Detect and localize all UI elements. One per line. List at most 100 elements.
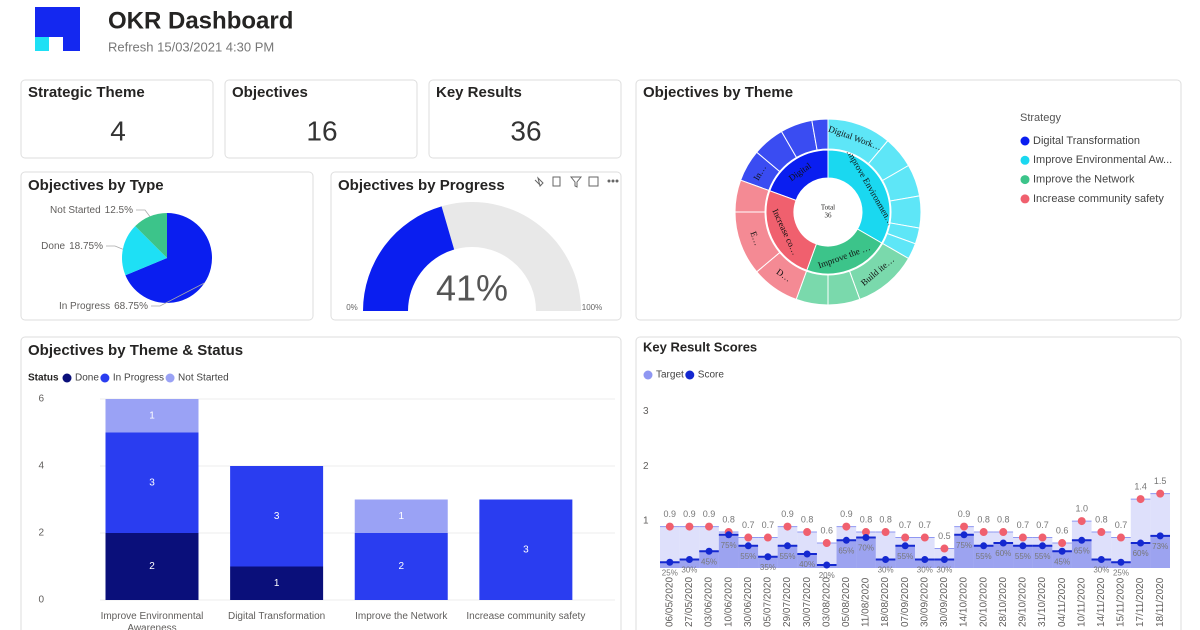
x-tick-label: 30/07/2020 bbox=[802, 577, 813, 627]
card-value: 36 bbox=[510, 115, 541, 146]
point-marker bbox=[764, 553, 772, 561]
point-label: 45% bbox=[701, 557, 717, 566]
point-marker bbox=[1136, 495, 1145, 504]
slice-label: Done 18.75% bbox=[41, 241, 103, 252]
x-tick-label: 28/10/2020 bbox=[998, 577, 1009, 627]
point-marker bbox=[1038, 533, 1047, 542]
slice-label: In Progress 68.75% bbox=[59, 301, 148, 312]
point-marker bbox=[744, 533, 753, 542]
step-area bbox=[915, 559, 935, 568]
visual-icons[interactable] bbox=[534, 176, 619, 188]
x-tick-label: 29/10/2020 bbox=[1018, 577, 1029, 627]
point-marker bbox=[665, 522, 674, 531]
legend-marker bbox=[685, 370, 695, 380]
point-marker bbox=[1117, 558, 1125, 566]
point-marker bbox=[960, 522, 969, 531]
x-tick-label: 15/11/2020 bbox=[1116, 577, 1127, 627]
point-label: 25% bbox=[1113, 568, 1129, 577]
legend-marker bbox=[1020, 175, 1030, 185]
card-title: Key Results bbox=[436, 84, 522, 101]
legend-label: Improve the Network bbox=[1033, 174, 1135, 186]
step-area bbox=[934, 559, 955, 568]
x-tick-label: 10/11/2020 bbox=[1076, 577, 1087, 627]
step-area bbox=[1150, 535, 1170, 568]
point-label: 0.5 bbox=[938, 531, 951, 541]
bar-value-label: 3 bbox=[149, 477, 155, 488]
x-tick-label-box: Improve Environmental Awareness bbox=[101, 611, 204, 630]
point-marker bbox=[666, 558, 674, 566]
filter-icon[interactable] bbox=[569, 176, 583, 188]
point-label: 20% bbox=[819, 571, 835, 580]
point-marker bbox=[1078, 536, 1086, 544]
y-tick-label: 3 bbox=[643, 406, 649, 417]
x-tick-label: 06/05/2020 bbox=[664, 577, 675, 627]
x-tick-label: 30/09/2020 bbox=[919, 577, 930, 627]
step-area bbox=[954, 534, 974, 568]
point-label: 0.8 bbox=[860, 514, 873, 524]
slice-value: 12.5% bbox=[105, 205, 133, 216]
point-label: 45% bbox=[1054, 557, 1070, 566]
card bbox=[20, 79, 214, 159]
x-tick-label: 18/11/2020 bbox=[1155, 577, 1166, 627]
x-tick-label: 27/05/2020 bbox=[684, 577, 695, 627]
point-marker bbox=[1137, 539, 1145, 547]
step-area bbox=[875, 559, 896, 568]
point-label: 1.5 bbox=[1154, 476, 1167, 486]
legend-label: Not Started bbox=[178, 373, 229, 384]
point-marker bbox=[705, 522, 714, 531]
inner-segment bbox=[765, 190, 818, 271]
x-tick-label: 05/07/2020 bbox=[763, 577, 774, 627]
point-marker bbox=[725, 531, 733, 539]
point-marker bbox=[979, 528, 988, 537]
more-icon[interactable] bbox=[615, 179, 619, 183]
slice-label: Not Started 12.5% bbox=[50, 205, 133, 216]
chart-title: Objectives by Progress bbox=[338, 177, 505, 194]
more-icon[interactable] bbox=[611, 179, 615, 183]
logo-accent bbox=[35, 37, 49, 51]
focus-icon[interactable] bbox=[588, 176, 599, 187]
outer-segment bbox=[734, 179, 770, 213]
legend-label: Improve Environmental Aw... bbox=[1033, 154, 1172, 166]
x-tick-label: 20/10/2020 bbox=[978, 577, 989, 627]
point-label: 70% bbox=[858, 544, 874, 553]
center-label: Total bbox=[821, 204, 835, 212]
point-label: 0.7 bbox=[919, 520, 932, 530]
bar-segment bbox=[230, 466, 324, 567]
legend-label: Target bbox=[656, 370, 684, 381]
y-tick-label: 1 bbox=[643, 516, 649, 527]
x-tick-label: 30/09/2020 bbox=[939, 577, 950, 627]
x-tick-label: 04/11/2020 bbox=[1057, 577, 1068, 627]
step-area bbox=[856, 537, 876, 568]
point-label: 25% bbox=[662, 568, 678, 577]
point-label: 0.9 bbox=[958, 509, 971, 519]
x-tick-label: Digital Transformation bbox=[227, 611, 326, 622]
step-area bbox=[1013, 545, 1033, 568]
slice-category: In Progress bbox=[59, 301, 110, 312]
legend-marker bbox=[62, 373, 72, 383]
legend-marker bbox=[1020, 136, 1030, 146]
point-label: 73% bbox=[1152, 542, 1168, 551]
point-marker bbox=[921, 556, 929, 564]
point-label: 75% bbox=[721, 541, 737, 550]
more-icon[interactable] bbox=[607, 179, 611, 183]
point-marker bbox=[861, 528, 870, 537]
point-label: 55% bbox=[779, 552, 795, 561]
x-tick-label: Improve the Network bbox=[355, 611, 448, 622]
point-label: 0.8 bbox=[879, 514, 892, 524]
point-marker bbox=[1097, 528, 1106, 537]
legend-marker bbox=[100, 373, 110, 383]
step-area bbox=[1130, 543, 1151, 568]
gauge-value bbox=[363, 206, 455, 311]
legend-label: Increase community safety bbox=[1033, 193, 1164, 205]
legend-title: Status bbox=[28, 373, 59, 384]
center-value: 36 bbox=[825, 212, 833, 220]
x-tick-label: Increase community safety bbox=[466, 611, 586, 622]
card-title: Objectives bbox=[232, 84, 308, 101]
y-tick-label: 2 bbox=[38, 528, 44, 539]
pie-slice bbox=[121, 226, 167, 276]
legend-marker bbox=[1020, 155, 1030, 165]
point-marker bbox=[842, 536, 850, 544]
bar-segment bbox=[105, 432, 199, 533]
pin-icon[interactable] bbox=[534, 176, 544, 187]
copy-icon[interactable] bbox=[552, 176, 561, 187]
